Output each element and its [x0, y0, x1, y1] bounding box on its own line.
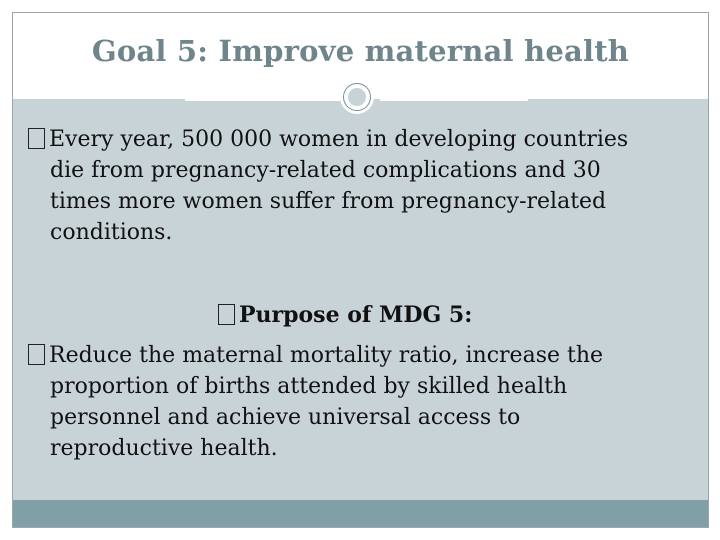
paragraph-1-line-3: times more women suffer from pregnancy-r…: [50, 189, 607, 214]
title-divider-right: [380, 98, 528, 101]
paragraph-1-line: Every year, 500 000 women in developing …: [28, 124, 628, 155]
paragraph-2-line-1: Reduce the maternal mortality ratio, inc…: [49, 343, 604, 368]
paragraph-2-line: Reduce the maternal mortality ratio, inc…: [28, 340, 603, 371]
ring-ornament-inner: [344, 84, 370, 110]
slide-frame: [12, 12, 709, 528]
paragraph-2: Reduce the maternal mortality ratio, inc…: [28, 340, 603, 464]
content-area: [13, 99, 708, 500]
bullet-box-icon: [218, 304, 235, 325]
paragraph-1-line-2: die from pregnancy-related complications…: [50, 158, 601, 183]
paragraph-1-line-4: conditions.: [50, 220, 173, 245]
slide-title: Goal 5: Improve maternal health: [91, 34, 630, 68]
paragraph-2-line-2: proportion of births attended by skilled…: [50, 374, 568, 399]
subheading: Purpose of MDG 5:: [218, 300, 472, 331]
title-divider-left: [185, 98, 340, 101]
bullet-box-icon: [28, 128, 45, 149]
footer-band: [13, 500, 708, 527]
paragraph-2-line-4: reproductive health.: [50, 436, 278, 461]
paragraph-1-line-1: Every year, 500 000 women in developing …: [49, 127, 629, 152]
subheading-text: Purpose of MDG 5:: [239, 302, 473, 328]
bullet-box-icon: [28, 344, 45, 365]
paragraph-2-line-3: personnel and achieve universal access t…: [50, 405, 521, 430]
paragraph-1: Every year, 500 000 women in developing …: [28, 124, 628, 248]
